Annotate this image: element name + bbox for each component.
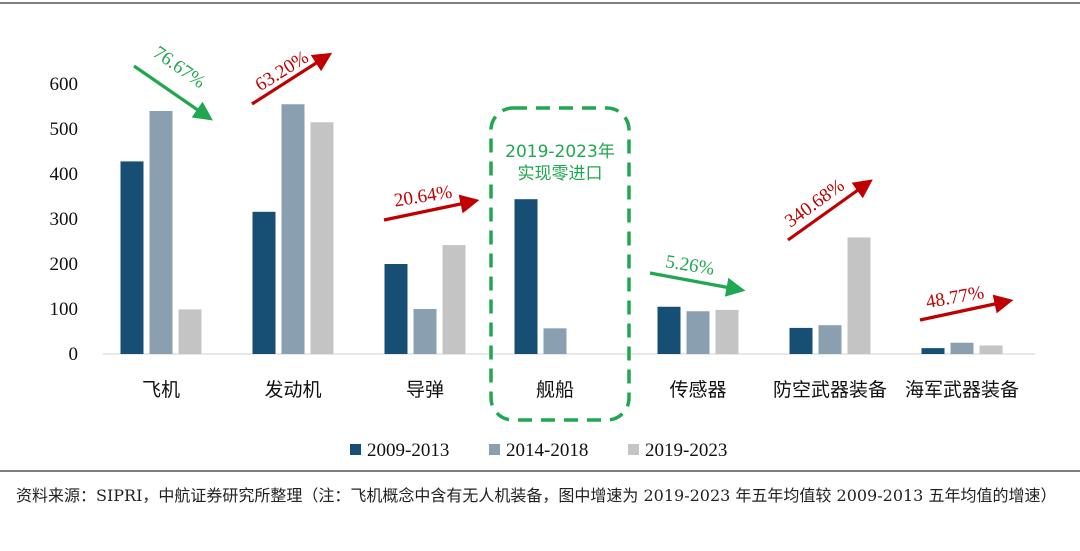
y-tick-label: 200: [50, 254, 79, 275]
y-tick-label: 100: [50, 299, 79, 320]
growth-arrow: [251, 52, 333, 106]
bar-2014-2018: [818, 325, 842, 354]
y-tick-label: 0: [69, 344, 79, 365]
y-tick-label: 500: [50, 119, 79, 140]
bar-2019-2023: [442, 245, 466, 354]
legend-swatch: [489, 444, 500, 455]
bar-2019-2023: [979, 345, 1003, 354]
bar-2019-2023: [178, 309, 202, 354]
growth-arrow: [383, 194, 480, 222]
y-tick-label: 300: [50, 209, 79, 230]
growth-arrow: [787, 179, 873, 242]
bar-2019-2023: [715, 309, 739, 354]
bar-2009-2013: [657, 306, 681, 354]
growth-arrow: [649, 271, 746, 297]
x-category-label: 舰船: [536, 379, 574, 401]
growth-label: 76.67%: [149, 42, 209, 93]
legend-label: 2009-2013: [367, 440, 449, 461]
bar-2009-2013: [120, 161, 144, 354]
bar-2014-2018: [686, 311, 710, 354]
bar-2009-2013: [789, 327, 813, 354]
bar-2009-2013: [514, 199, 538, 354]
x-category-label: 海军武器装备: [905, 379, 1019, 401]
bar-2014-2018: [149, 111, 173, 354]
highlight-note: 实现零进口: [518, 164, 603, 184]
bar-2014-2018: [950, 342, 974, 354]
x-category-label: 发动机: [264, 379, 321, 401]
y-tick-label: 600: [50, 74, 79, 95]
legend-swatch: [350, 444, 361, 455]
bar-2019-2023: [847, 237, 871, 354]
y-tick-label: 400: [50, 164, 79, 185]
bar-2014-2018: [281, 104, 305, 354]
x-category-label: 飞机: [142, 379, 180, 401]
x-category-label: 防空武器装备: [773, 379, 887, 401]
legend-label: 2014-2018: [506, 440, 588, 461]
legend-swatch: [628, 444, 639, 455]
x-category-label: 导弹: [406, 379, 444, 401]
bar-2014-2018: [413, 309, 437, 354]
growth-arrow: [133, 64, 213, 121]
highlight-note: 2019-2023年: [505, 142, 615, 162]
bar-2009-2013: [252, 211, 276, 354]
legend-label: 2019-2023: [645, 440, 727, 461]
bar-2009-2013: [921, 348, 945, 354]
x-category-label: 传感器: [669, 379, 726, 401]
source-note: 资料来源：SIPRI，中航证券研究所整理（注：飞机概念中含有无人机装备，图中增速…: [16, 486, 1057, 505]
bar-2014-2018: [543, 328, 567, 354]
bar-2009-2013: [384, 264, 408, 354]
growth-arrow: [919, 294, 1014, 322]
highlight-box: [489, 106, 631, 422]
bar-2019-2023: [310, 122, 334, 354]
